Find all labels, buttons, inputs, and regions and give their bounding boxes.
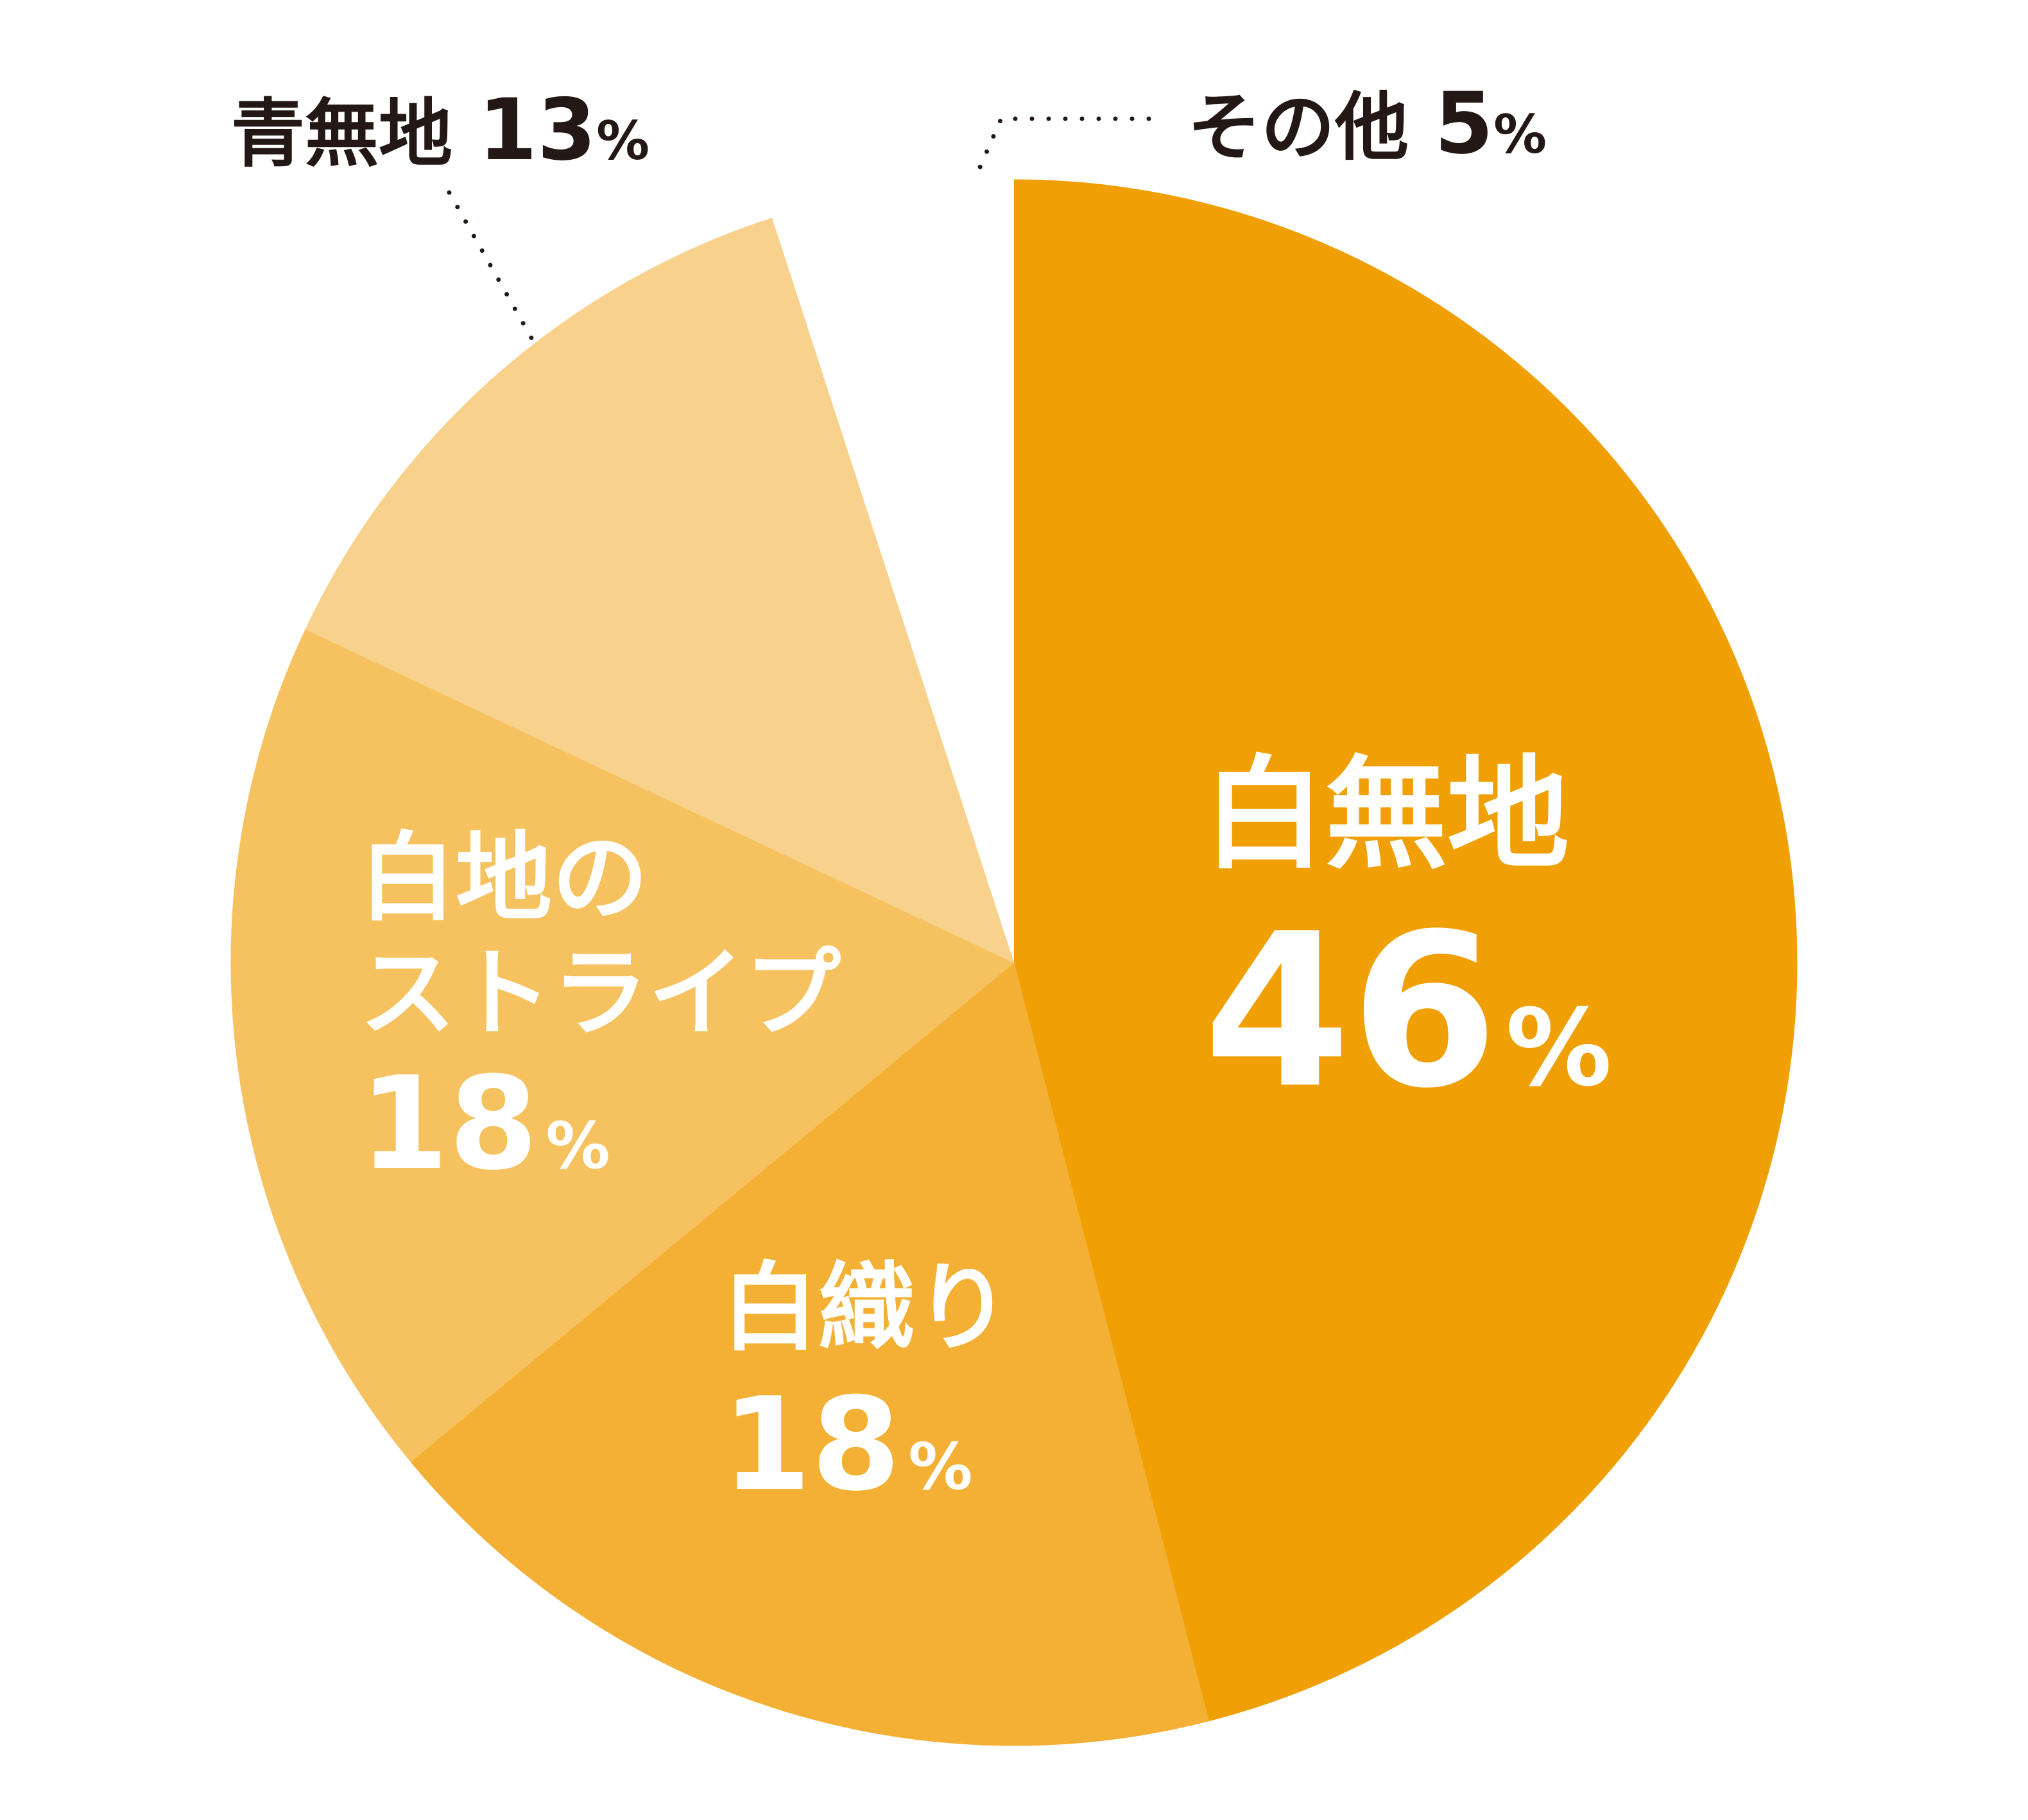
slice-2-label-line-1: 白織り [722,1253,1011,1364]
slice-2-value: 18 [722,1370,900,1520]
slice-1-label-line-1: 白無地 [1203,744,1569,886]
slice-3-value-text: 18% [359,1049,610,1199]
slice-4-wedge [305,218,1015,963]
slice-3-unit: % [546,1108,610,1183]
pie-slices [230,179,1798,1746]
slice-5-wedge [772,180,1014,963]
slice-5-unit: % [1493,103,1547,166]
slice-4-label: 青無地 13% [231,81,649,180]
slice-2-value-text: 18% [722,1370,973,1520]
slice-4-leader [447,190,535,343]
slice-4-unit: % [596,110,649,172]
slice-4-value: 13 [478,81,596,180]
slice-1-wedge [1013,179,1798,1722]
slice-1-value: 46 [1203,888,1498,1135]
slice-5-value: 5 [1434,74,1493,173]
slice-4-label-text: 青無地 13% [231,81,649,180]
slice-1-unit: % [1506,986,1611,1110]
slice-2-unit: % [908,1429,972,1504]
slice-3-wedge [230,628,1015,1463]
slice-2-wedge [410,962,1210,1746]
slice-5-label: その他 5% [1187,74,1547,173]
leader-lines [447,116,1151,343]
slice-3-label-line-2: ストライプ [359,938,841,1050]
slice-5-leader [976,116,1151,173]
slice-3-value: 18 [359,1049,538,1199]
slice-1-value-text: 46% [1203,888,1612,1135]
slice-3-label-line-1: 白地の [359,823,648,934]
slice-5-label-text: その他 5% [1187,74,1547,173]
